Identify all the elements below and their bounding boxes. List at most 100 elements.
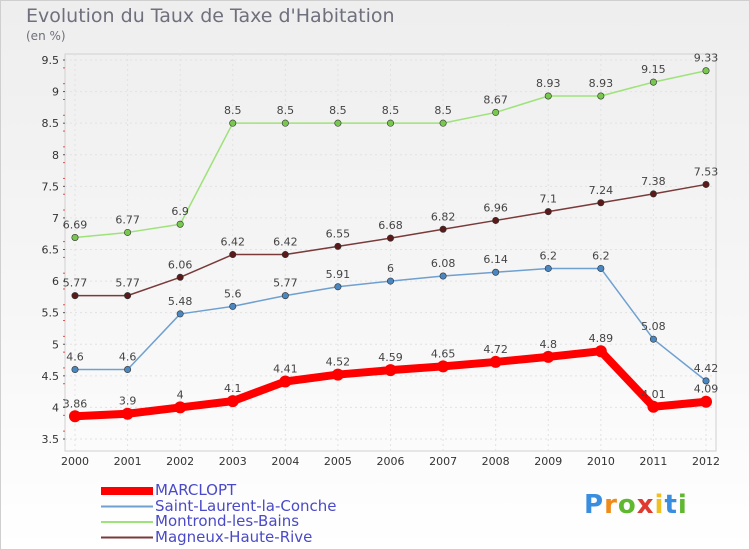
data-label: 8.5: [382, 104, 400, 117]
data-label: 6: [387, 262, 394, 275]
data-label: 4.09: [694, 383, 719, 396]
data-label: 5.77: [115, 277, 140, 290]
data-point: [386, 234, 394, 242]
data-label: 6.69: [63, 218, 88, 231]
data-label: 8.93: [536, 77, 561, 90]
data-point: [71, 292, 79, 300]
data-label: 7.24: [589, 184, 614, 197]
y-tick-label: 4: [52, 401, 59, 414]
y-tick-label: 6.5: [42, 244, 60, 257]
data-label: 4.42: [694, 362, 719, 375]
data-point: [542, 350, 555, 363]
data-point: [700, 395, 712, 408]
data-label: 6.96: [483, 201, 508, 214]
data-label: 5.08: [641, 320, 666, 333]
data-point: [594, 345, 607, 358]
data-label: 6.14: [483, 253, 508, 266]
data-label: 7.1: [540, 193, 558, 206]
x-tick-label: 2004: [271, 455, 299, 468]
data-point: [279, 375, 292, 388]
data-label: 4.6: [66, 351, 84, 364]
x-tick-label: 2009: [534, 455, 562, 468]
data-point: [124, 366, 132, 374]
legend-item-label: MARCLOPT: [155, 481, 237, 499]
data-label: 7.53: [694, 165, 719, 178]
y-tick-label: 8.5: [42, 117, 60, 130]
data-label: 6.9: [171, 205, 189, 218]
data-point: [229, 251, 237, 259]
data-point: [544, 208, 552, 216]
data-point: [597, 199, 605, 207]
data-label: 4.65: [431, 347, 456, 360]
data-point: [71, 233, 79, 241]
data-label: 6.2: [540, 249, 558, 262]
data-label: 6.82: [431, 210, 456, 223]
data-point: [69, 410, 81, 423]
data-point: [229, 119, 237, 127]
data-point: [649, 78, 657, 86]
data-point: [384, 364, 397, 377]
data-point: [437, 360, 450, 373]
data-point: [331, 368, 344, 381]
y-tick-label: 3.5: [42, 433, 60, 446]
data-point: [386, 119, 394, 127]
data-label: 4.8: [540, 338, 558, 351]
legend-item-label: Magneux-Haute-Rive: [155, 527, 313, 546]
data-point: [71, 366, 79, 374]
data-point: [597, 264, 605, 272]
data-point: [174, 401, 187, 414]
data-point: [649, 335, 657, 343]
legend-item-label: Montrond-les-Bains: [155, 512, 300, 530]
data-point: [492, 108, 500, 116]
x-tick-label: 2001: [114, 455, 142, 468]
data-point: [176, 273, 184, 281]
data-point: [226, 395, 239, 408]
data-label: 4.01: [641, 388, 666, 401]
data-point: [176, 220, 184, 228]
y-tick-label: 9.5: [42, 54, 60, 67]
data-label: 6.55: [326, 227, 351, 240]
data-point: [386, 277, 394, 285]
proxiti-logo: Proxiti: [584, 490, 688, 520]
x-tick-label: 2011: [639, 455, 667, 468]
data-point: [281, 119, 289, 127]
data-point: [229, 302, 237, 310]
y-tick-label: 5.5: [42, 307, 60, 320]
data-label: 6.68: [378, 219, 403, 232]
data-label: 5.77: [63, 277, 88, 290]
x-tick-label: 2007: [429, 455, 457, 468]
data-point: [439, 119, 447, 127]
data-point: [124, 292, 132, 300]
data-label: 9.33: [694, 52, 719, 65]
data-point: [124, 228, 132, 236]
x-tick-label: 2006: [377, 455, 405, 468]
data-point: [489, 355, 502, 368]
data-label: 4.6: [119, 351, 137, 364]
data-label: 4: [177, 388, 184, 401]
y-tick-label: 7.5: [42, 180, 60, 193]
x-tick-label: 2005: [324, 455, 352, 468]
data-point: [649, 190, 657, 198]
data-point: [702, 180, 710, 188]
data-label: 4.41: [273, 363, 298, 376]
data-point: [281, 292, 289, 300]
data-label: 8.5: [277, 104, 295, 117]
x-tick-label: 2010: [587, 455, 615, 468]
data-point: [702, 67, 710, 75]
data-label: 8.5: [434, 104, 452, 117]
data-label: 5.6: [224, 287, 242, 300]
y-tick-label: 6: [52, 275, 59, 288]
x-tick-label: 2008: [482, 455, 510, 468]
data-label: 3.9: [119, 395, 137, 408]
data-point: [544, 264, 552, 272]
data-label: 4.89: [589, 332, 614, 345]
data-label: 6.42: [221, 236, 246, 249]
data-label: 6.06: [168, 258, 193, 271]
data-point: [544, 92, 552, 100]
data-label: 9.15: [641, 63, 666, 76]
data-point: [492, 216, 500, 224]
legend-item-label: Saint-Laurent-la-Conche: [155, 496, 337, 515]
data-point: [597, 92, 605, 100]
data-label: 6.08: [431, 257, 456, 270]
